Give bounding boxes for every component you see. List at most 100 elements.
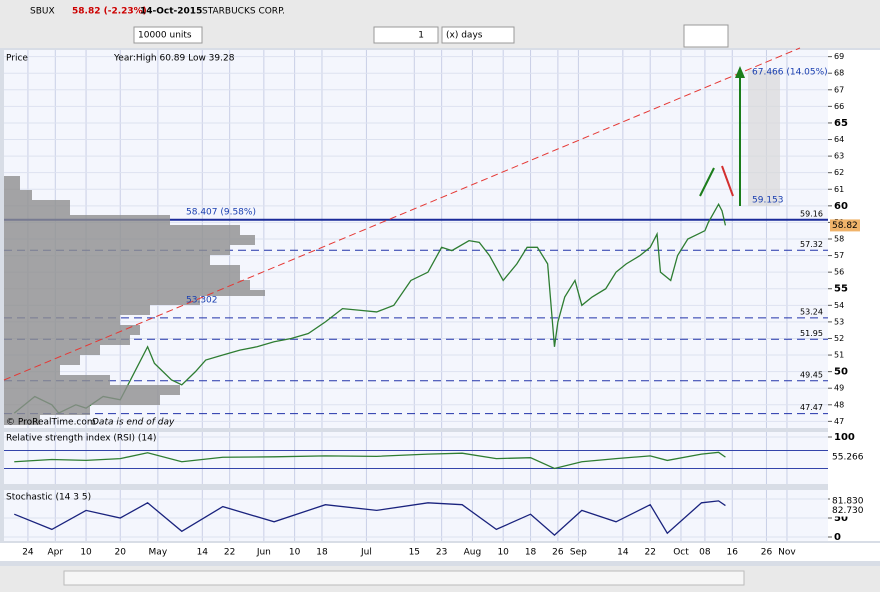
x-tick-label: 14 <box>197 548 209 558</box>
y-tick-label: 51 <box>834 351 844 360</box>
x-tick-label: 15 <box>409 548 420 558</box>
units-select[interactable] <box>133 26 203 44</box>
title-bar <box>0 0 880 22</box>
y-tick-label: 57 <box>834 251 844 260</box>
x-tick-label: 18 <box>316 548 328 558</box>
series-line <box>14 500 726 536</box>
date-axis <box>0 543 880 561</box>
period-unit: (x) days <box>446 31 483 41</box>
entry-label: 59.153 <box>752 196 784 206</box>
stochastic-panel <box>4 490 828 541</box>
chart-type-button[interactable] <box>683 24 729 48</box>
last-value-box <box>830 219 860 232</box>
x-tick-label: Jun <box>256 548 271 558</box>
last-value: 81.830 <box>832 496 864 506</box>
period: 1 <box>418 31 424 41</box>
up-arrow <box>699 167 715 197</box>
y-tick-label: 62 <box>834 168 844 177</box>
last-value: 55.266 <box>832 453 864 463</box>
y-tick-label: 52 <box>834 334 844 343</box>
panel-label: Price <box>6 54 28 64</box>
x-tick-label: Apr <box>47 548 63 558</box>
series-line <box>14 451 726 470</box>
level-label: 53.24 <box>800 307 823 316</box>
x-tick-label: 22 <box>644 548 655 558</box>
last-value: 58.82 <box>832 221 858 231</box>
symbol: SBUX <box>30 7 55 17</box>
level-label: 57.32 <box>800 240 823 249</box>
period-input[interactable] <box>373 26 439 44</box>
data-note: Data is end of day <box>92 418 175 428</box>
x-tick-label: Nov <box>778 548 796 558</box>
y-tick-label: 47 <box>834 417 844 426</box>
period-unit-select[interactable] <box>441 26 515 44</box>
target-label: 67.466 (14.05%) <box>752 68 828 78</box>
y-tick-label: 0 <box>834 532 841 543</box>
y-tick-label: 68 <box>834 69 844 78</box>
down-arrow <box>721 165 734 197</box>
x-tick-label: 24 <box>22 548 34 558</box>
series-line <box>13 202 727 414</box>
x-tick-label: 10 <box>497 548 509 558</box>
scrollbar[interactable] <box>63 570 745 586</box>
y-tick-label: 54 <box>834 301 844 310</box>
level-label: 49.45 <box>800 370 823 379</box>
last-value: 82.730 <box>832 506 864 516</box>
y-tick-label: 58 <box>834 235 844 244</box>
watermark: © ProRealTime.com <box>6 418 96 428</box>
company: STARBUCKS CORP. <box>202 7 285 17</box>
level-label: 47.47 <box>800 403 823 412</box>
arrow-head <box>735 66 745 78</box>
units: 10000 units <box>138 31 192 41</box>
target-zone <box>748 70 780 206</box>
y-tick-label: 61 <box>834 185 844 194</box>
x-tick-label: Sep <box>570 548 587 558</box>
y-tick-label: 48 <box>834 400 844 409</box>
y-tick-label: 69 <box>834 52 844 61</box>
y-tick-label: 55 <box>834 284 848 295</box>
x-tick-label: 08 <box>699 548 711 558</box>
last-value-box <box>830 504 860 517</box>
x-tick-label: Jul <box>360 548 372 558</box>
last-value-box <box>830 451 860 464</box>
x-tick-label: 23 <box>436 548 447 558</box>
x-tick-label: 26 <box>761 548 773 558</box>
date: 14-Oct-2015 <box>140 7 202 17</box>
y-tick-label: 50 <box>834 367 848 378</box>
rsi-panel <box>4 432 828 484</box>
stochastic-title: Stochastic (14 3 5) <box>6 493 91 503</box>
y-tick-label: 63 <box>834 152 844 161</box>
x-tick-label: May <box>149 548 168 558</box>
y-tick-label: 60 <box>834 201 848 212</box>
volume-profile <box>4 176 265 425</box>
x-tick-label: 10 <box>80 548 92 558</box>
x-tick-label: Oct <box>673 548 689 558</box>
x-tick-label: 20 <box>115 548 127 558</box>
y-tick-label: 64 <box>834 135 844 144</box>
x-tick-label: 10 <box>289 548 301 558</box>
year-info: Year:High 60.89 Low 39.28 <box>113 54 235 64</box>
x-tick-label: 26 <box>552 548 564 558</box>
toolbar <box>0 22 880 48</box>
level-label: 53.302 <box>186 296 218 306</box>
last-value-box <box>830 494 860 507</box>
y-tick-label: 50 <box>834 513 848 524</box>
rsi-title: Relative strength index (RSI) (14) <box>6 434 156 444</box>
y-tick-label: 49 <box>834 384 844 393</box>
y-tick-label: 66 <box>834 102 844 111</box>
x-tick-label: 18 <box>525 548 537 558</box>
y-tick-label: 100 <box>834 432 855 443</box>
quote: 58.82 (-2.23%) <box>72 7 147 17</box>
x-tick-label: Aug <box>464 548 482 558</box>
y-tick-label: 53 <box>834 317 844 326</box>
y-tick-label: 65 <box>834 118 848 129</box>
level-label: 51.95 <box>800 329 823 338</box>
y-tick-label: 67 <box>834 85 844 94</box>
x-tick-label: 22 <box>224 548 235 558</box>
resistance-label: 59.16 <box>800 209 823 218</box>
x-tick-label: 16 <box>727 548 739 558</box>
gain-label: 58.407 (9.58%) <box>186 208 256 218</box>
y-tick-label: 56 <box>834 268 844 277</box>
x-tick-label: 14 <box>617 548 629 558</box>
